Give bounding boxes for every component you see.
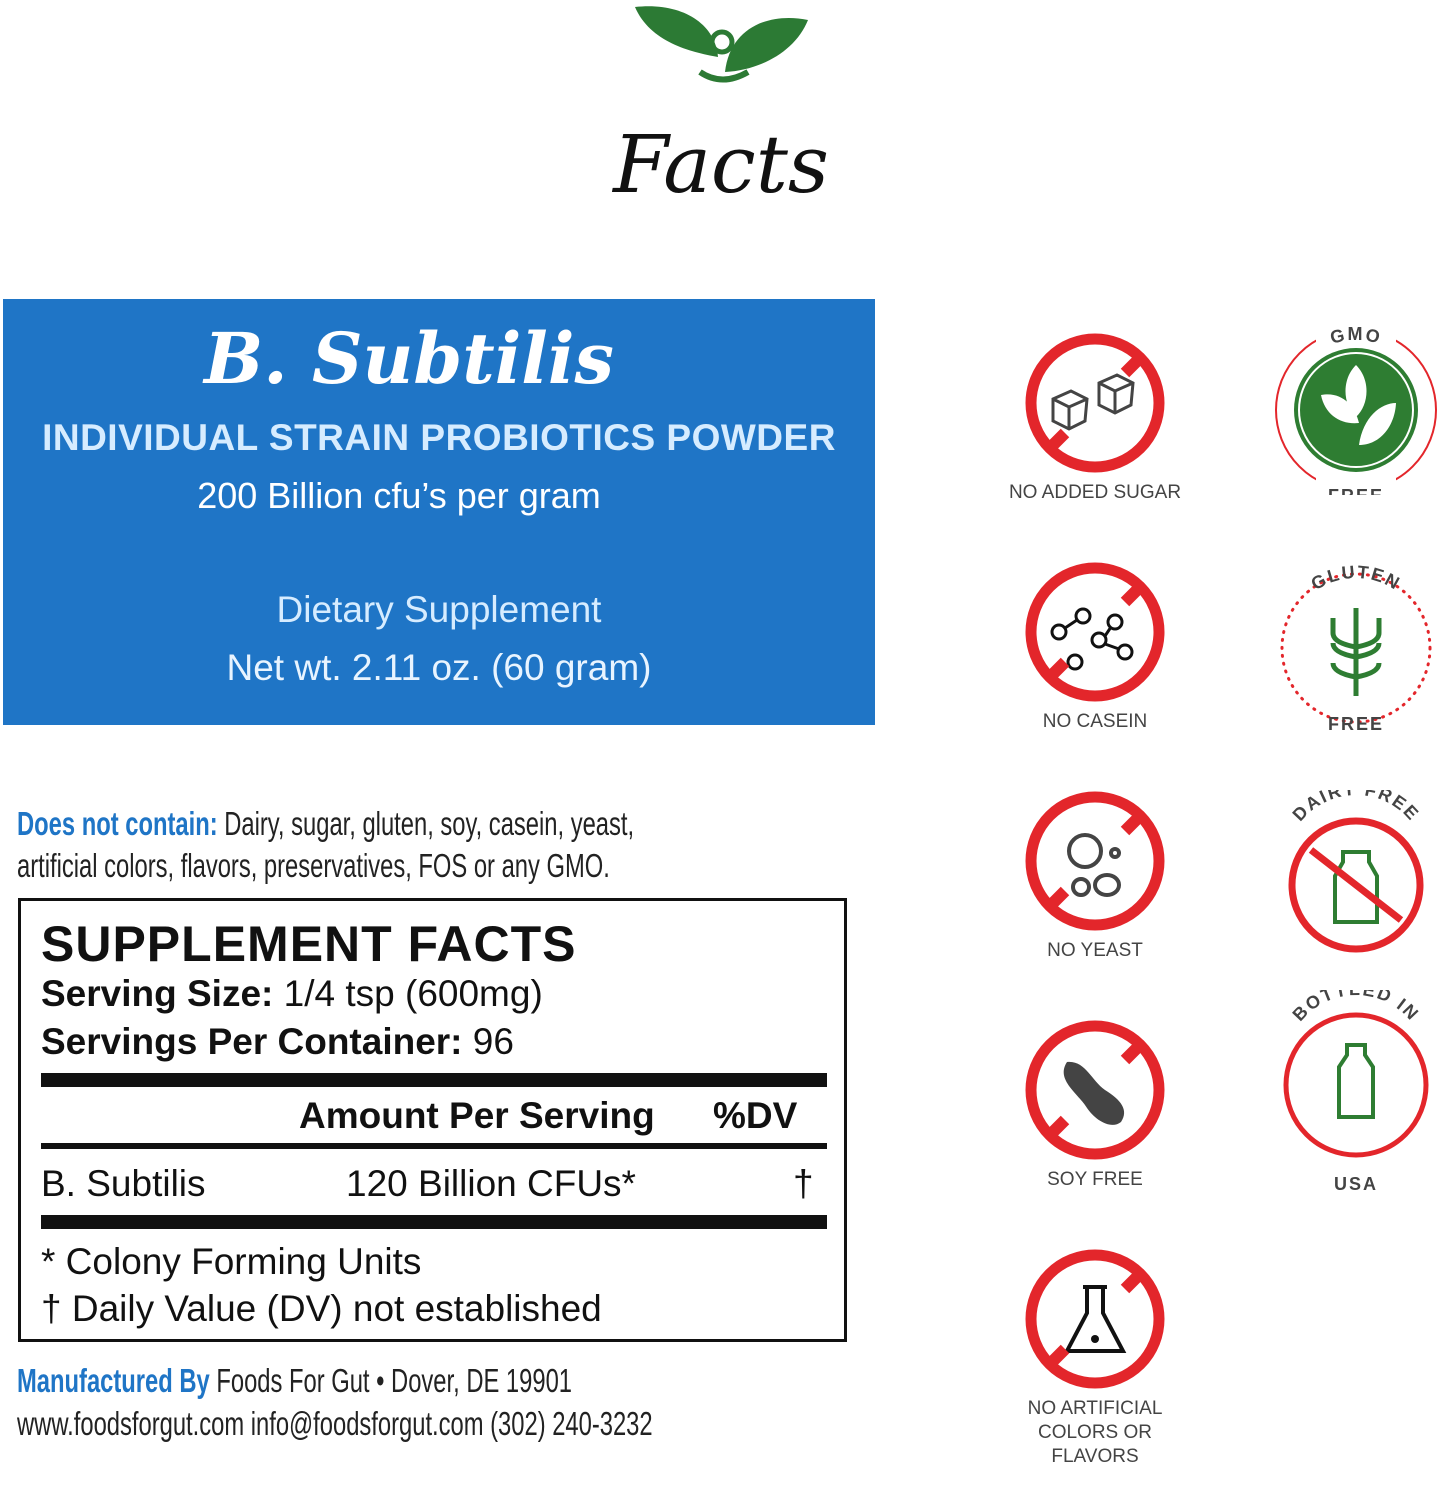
manufacturer-info: Foods For Gut • Dover, DE 19901 bbox=[216, 1362, 573, 1399]
product-potency: 200 Billion cfu’s per gram bbox=[197, 475, 601, 516]
svg-text:GMO: GMO bbox=[1328, 325, 1384, 348]
product-category: Dietary Supplement bbox=[276, 589, 602, 630]
servings-label: Servings Per Container: bbox=[41, 1021, 463, 1062]
ingredient-name: B. Subtilis bbox=[41, 1163, 206, 1204]
product-banner: B. Subtilis INDIVIDUAL STRAIN PROBIOTICS… bbox=[3, 299, 875, 725]
ingredient-amount: 120 Billion CFUs* bbox=[346, 1163, 636, 1204]
badge-label: NO ARTIFICIAL COLORS OR FLAVORS bbox=[1027, 1398, 1163, 1467]
serving-size-label: Serving Size: bbox=[41, 973, 274, 1014]
supplement-facts-panel: SUPPLEMENT FACTS Serving Size: 1/4 tsp (… bbox=[18, 898, 847, 1342]
does-not-contain-line1: Dairy, sugar, gluten, soy, casein, yeast… bbox=[224, 805, 635, 842]
yeast-icon bbox=[1025, 791, 1165, 931]
manufacturer-label: Manufactured By bbox=[17, 1362, 210, 1399]
seal-bottled-in-usa: BOTTLED IN USA bbox=[1271, 979, 1441, 1194]
svg-text:FREE: FREE bbox=[1328, 486, 1384, 495]
badge-label: NO ADDED SUGAR bbox=[1008, 482, 1182, 503]
svg-text:BOTTLED IN: BOTTLED IN bbox=[1289, 990, 1424, 1025]
does-not-contain-label: Does not contain: bbox=[17, 805, 218, 842]
badge-label: NO CASEIN bbox=[1042, 711, 1148, 732]
sugar-cubes-icon bbox=[1025, 333, 1165, 473]
net-weight: Net wt. 2.11 oz. (60 gram) bbox=[226, 647, 652, 688]
badge-no-yeast: NO YEAST bbox=[1005, 791, 1185, 963]
seal-0-icon: GMO FREE bbox=[1275, 324, 1437, 506]
seal-gluten-free: GLUTEN FREE bbox=[1271, 562, 1441, 734]
note-dv: † Daily Value (DV) not established bbox=[41, 1288, 602, 1329]
does-not-contain: Does not contain: Dairy, sugar, gluten, … bbox=[17, 805, 634, 843]
badge-label: NO YEAST bbox=[1047, 940, 1143, 961]
product-type: INDIVIDUAL STRAIN PROBIOTICS POWDER bbox=[42, 417, 836, 458]
seal-1-icon: GLUTEN FREE bbox=[1280, 562, 1432, 734]
amount-header: Amount Per Serving bbox=[299, 1095, 655, 1136]
seal-3-icon: BOTTLED IN USA bbox=[1283, 979, 1429, 1194]
product-name: B. Subtilis bbox=[204, 317, 614, 400]
serving-size: 1/4 tsp (600mg) bbox=[283, 973, 543, 1014]
svg-text:FREE: FREE bbox=[1328, 714, 1384, 733]
note-cfu: * Colony Forming Units bbox=[41, 1241, 422, 1282]
seal-2-icon: DAIRY FREE bbox=[1288, 779, 1424, 953]
badge-no-added-sugar: NO ADDED SUGAR bbox=[1005, 333, 1185, 505]
manufacturer-contact: www.foodsforgut.com info@foodsforgut.com… bbox=[17, 1405, 653, 1442]
seal-gmo-free: GMO FREE bbox=[1271, 324, 1441, 506]
does-not-contain-line2: artificial colors, flavors, preservative… bbox=[17, 847, 610, 884]
svg-text:GLUTEN: GLUTEN bbox=[1308, 563, 1405, 594]
badge-no-casein: NO CASEIN bbox=[1005, 562, 1185, 734]
divider bbox=[41, 1215, 827, 1229]
manufacturer: Manufactured By Foods For Gut • Dover, D… bbox=[17, 1362, 572, 1400]
divider bbox=[41, 1143, 827, 1149]
divider bbox=[41, 1073, 827, 1087]
servings-value: 96 bbox=[472, 1021, 514, 1062]
flask-icon bbox=[1025, 1249, 1165, 1389]
dv-header: %DV bbox=[713, 1095, 798, 1136]
seal-dairy-free: DAIRY FREE bbox=[1271, 779, 1441, 960]
molecule-icon bbox=[1025, 562, 1165, 702]
page-title: Facts bbox=[613, 118, 829, 211]
facts-title: SUPPLEMENT FACTS bbox=[41, 916, 577, 972]
svg-text:USA: USA bbox=[1334, 1174, 1378, 1190]
badge-soy-free: SOY FREE bbox=[1005, 1020, 1185, 1192]
badge-label: SOY FREE bbox=[1047, 1169, 1143, 1190]
soybean-icon bbox=[1025, 1020, 1165, 1160]
leaf-logo-icon bbox=[635, 6, 808, 83]
ingredient-dv: † bbox=[793, 1163, 814, 1204]
badge-no-artificial-colors-or-flavors: NO ARTIFICIAL COLORS OR FLAVORS bbox=[1005, 1249, 1185, 1469]
